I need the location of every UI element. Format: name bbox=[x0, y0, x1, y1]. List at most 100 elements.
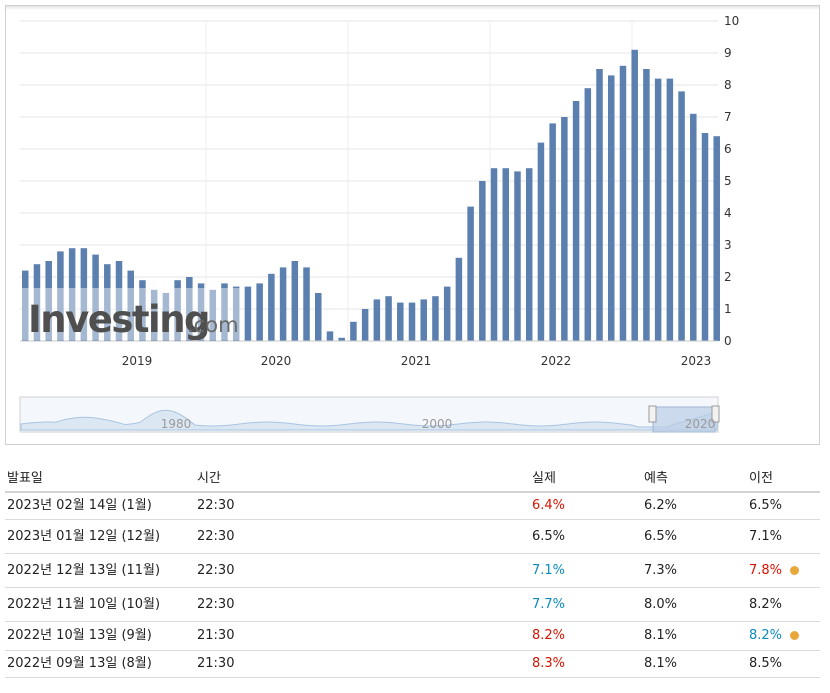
bar[interactable] bbox=[525, 168, 533, 341]
bar[interactable] bbox=[186, 277, 193, 341]
header-actual[interactable]: 실제 bbox=[530, 461, 642, 493]
table-row: 2022년 11월 10일 (10월) 22:30 7.7% 8.0% 8.2% bbox=[5, 587, 820, 622]
table-header-row: 발표일 시간 실제 예측 이전 bbox=[5, 461, 820, 493]
bar[interactable] bbox=[443, 286, 451, 341]
bar[interactable] bbox=[45, 261, 52, 341]
cell-forecast: 6.2% bbox=[642, 492, 747, 520]
bar[interactable] bbox=[561, 117, 568, 341]
bar[interactable] bbox=[397, 302, 404, 341]
bar[interactable] bbox=[80, 248, 88, 341]
bar[interactable] bbox=[467, 206, 474, 341]
cell-time: 22:30 bbox=[195, 587, 530, 622]
bar[interactable] bbox=[619, 65, 627, 342]
bar[interactable] bbox=[373, 299, 381, 341]
bar[interactable] bbox=[584, 88, 592, 341]
bar[interactable] bbox=[92, 254, 99, 341]
bar[interactable] bbox=[608, 75, 615, 342]
bar[interactable] bbox=[420, 299, 427, 341]
bar[interactable] bbox=[303, 267, 310, 341]
bar[interactable] bbox=[666, 78, 674, 341]
bar[interactable] bbox=[68, 248, 76, 341]
y-tick-label: 1 bbox=[724, 302, 732, 316]
previous-value: 8.5% bbox=[749, 656, 783, 671]
bar[interactable] bbox=[326, 331, 334, 341]
bar[interactable] bbox=[115, 261, 123, 341]
bar[interactable] bbox=[596, 69, 603, 341]
bar[interactable] bbox=[385, 296, 392, 341]
bar[interactable] bbox=[291, 261, 299, 341]
previous-value: 8.2% bbox=[749, 628, 783, 643]
bar[interactable] bbox=[174, 280, 181, 341]
navigator-right-handle[interactable] bbox=[711, 405, 720, 423]
bar[interactable] bbox=[127, 270, 134, 341]
cell-forecast: 8.1% bbox=[642, 621, 747, 651]
y-tick-label: 10 bbox=[724, 14, 739, 28]
bar[interactable] bbox=[197, 283, 205, 341]
revision-dot-icon[interactable] bbox=[790, 565, 800, 575]
investing-watermark: Investing .com bbox=[22, 288, 240, 341]
table-row: 2023년 01월 12일 (12월) 22:30 6.5% 6.5% 7.1% bbox=[5, 519, 820, 554]
bar[interactable] bbox=[350, 321, 357, 341]
x-tick-label: 2021 bbox=[401, 354, 432, 368]
bar[interactable] bbox=[232, 286, 240, 341]
bar[interactable] bbox=[678, 91, 685, 342]
bar[interactable] bbox=[33, 264, 41, 341]
bar[interactable] bbox=[631, 49, 638, 342]
navigator-selection[interactable] bbox=[652, 406, 716, 433]
bar[interactable] bbox=[221, 283, 228, 341]
bar[interactable] bbox=[502, 168, 510, 341]
bar[interactable] bbox=[514, 171, 521, 341]
bar[interactable] bbox=[268, 273, 275, 341]
previous-value: 6.5% bbox=[749, 498, 783, 514]
bar[interactable] bbox=[57, 251, 64, 341]
bar[interactable] bbox=[338, 337, 345, 341]
bar[interactable] bbox=[643, 69, 650, 341]
bar[interactable] bbox=[244, 286, 252, 341]
chart-container: Investing .com 0 1 2 3 4 5 6 7 8 9 10 2019 2020 2021… bbox=[5, 5, 820, 445]
previous-value: 8.2% bbox=[749, 596, 783, 612]
cell-time: 22:30 bbox=[195, 553, 530, 588]
navigator[interactable]: 1980 2000 2020 bbox=[19, 396, 720, 433]
cell-time: 21:30 bbox=[195, 621, 530, 651]
bar[interactable] bbox=[209, 289, 217, 341]
y-tick-label: 0 bbox=[724, 334, 732, 348]
bar[interactable] bbox=[139, 280, 146, 341]
bar[interactable] bbox=[279, 267, 287, 341]
bar[interactable] bbox=[432, 296, 439, 341]
bar[interactable] bbox=[490, 168, 498, 341]
bar[interactable] bbox=[479, 181, 486, 341]
navigator-left-handle[interactable] bbox=[648, 405, 657, 423]
bar[interactable] bbox=[104, 264, 111, 341]
cell-actual: 8.3% bbox=[530, 650, 642, 678]
y-tick-label: 7 bbox=[724, 110, 732, 124]
bar[interactable] bbox=[256, 283, 263, 341]
bar[interactable] bbox=[537, 142, 545, 341]
bar[interactable] bbox=[572, 101, 580, 341]
cell-time: 22:30 bbox=[195, 492, 530, 520]
y-tick-label: 2 bbox=[724, 270, 732, 284]
header-forecast[interactable]: 예측 bbox=[642, 461, 747, 493]
cell-previous: 7.1% bbox=[747, 519, 820, 554]
navigator-series bbox=[20, 409, 718, 431]
bar[interactable] bbox=[690, 113, 697, 341]
revision-dot-icon[interactable] bbox=[790, 631, 800, 640]
bar[interactable] bbox=[150, 289, 158, 341]
bar[interactable] bbox=[408, 302, 416, 341]
header-release-date[interactable]: 발표일 bbox=[5, 461, 195, 493]
header-previous[interactable]: 이전 bbox=[747, 461, 820, 493]
y-tick-label: 9 bbox=[724, 46, 732, 60]
bar[interactable] bbox=[701, 133, 709, 341]
bar[interactable] bbox=[361, 309, 369, 341]
y-tick-label: 3 bbox=[724, 238, 732, 252]
header-time[interactable]: 시간 bbox=[195, 461, 530, 493]
bar[interactable] bbox=[713, 136, 720, 341]
bar[interactable] bbox=[549, 123, 556, 342]
cell-previous: 7.8% bbox=[747, 553, 820, 588]
bar[interactable] bbox=[315, 293, 322, 341]
bar[interactable] bbox=[654, 78, 662, 341]
cell-date: 2022년 12월 13일 (11월) bbox=[5, 553, 195, 588]
bar[interactable] bbox=[455, 257, 463, 341]
bar[interactable] bbox=[162, 293, 170, 341]
cell-actual: 6.4% bbox=[530, 492, 642, 520]
bar[interactable] bbox=[22, 270, 29, 341]
